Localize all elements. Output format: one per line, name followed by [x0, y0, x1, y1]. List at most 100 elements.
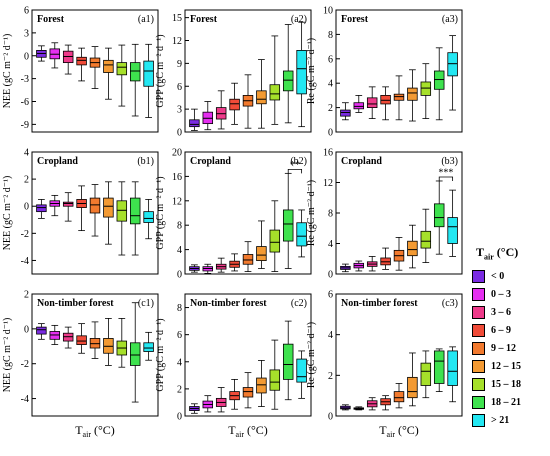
box-7	[420, 350, 432, 399]
box-body	[407, 87, 418, 101]
box-body	[229, 98, 240, 111]
box-5	[89, 184, 101, 237]
box-body	[407, 240, 418, 257]
panel-label: (c2)	[291, 298, 307, 309]
significance-label: **	[290, 160, 300, 171]
y-tick-label: 4	[24, 148, 29, 159]
box-1	[340, 404, 351, 411]
box-body	[353, 102, 365, 110]
box-body	[116, 200, 128, 222]
box-5	[242, 241, 254, 272]
box-8	[129, 302, 141, 403]
box-7	[269, 200, 281, 272]
box-body	[407, 376, 418, 399]
y-tick-label: 4	[328, 239, 333, 250]
panel-label: (a2)	[291, 14, 307, 25]
box-body	[143, 211, 154, 223]
box-body	[433, 350, 445, 384]
box-4	[229, 82, 240, 125]
box-1	[36, 45, 47, 62]
box-8	[129, 181, 141, 256]
box-8	[282, 320, 294, 401]
panel-title: Cropland	[341, 156, 382, 167]
box-9	[447, 35, 458, 111]
box-2	[353, 406, 365, 411]
y-tick-label: 8	[328, 30, 333, 41]
box-4	[229, 378, 240, 410]
box-body	[366, 97, 378, 108]
y-tick-label: 16	[172, 172, 182, 183]
plot-frame	[335, 9, 463, 133]
box-2	[202, 101, 214, 131]
legend-swatch	[472, 413, 485, 427]
legend-swatch	[472, 305, 485, 319]
y-tick-label: 6	[177, 82, 182, 93]
panel-label: (b1)	[137, 156, 154, 167]
box-9	[296, 350, 307, 399]
box-body	[256, 246, 267, 261]
box-body	[447, 52, 458, 77]
box-4	[76, 323, 87, 354]
box-3	[215, 257, 227, 273]
box-1	[189, 403, 200, 414]
box-5	[393, 75, 405, 121]
significance-bracket	[438, 176, 454, 181]
plot-frame	[184, 293, 312, 417]
box-6	[103, 181, 114, 245]
y-tick-label: 2	[328, 103, 333, 114]
box-6	[103, 317, 114, 366]
box-body	[296, 222, 307, 247]
box-body	[420, 81, 432, 96]
panel-c3: 0 2 4 6 Re (gC m⁻² d⁻¹) Non-timber forest (c3)…	[306, 290, 463, 439]
box-body	[189, 119, 200, 128]
panel-title: Forest	[341, 14, 369, 25]
box-body	[282, 209, 294, 242]
legend-swatch	[472, 359, 485, 373]
box-5	[242, 74, 254, 129]
y-tick-label: 0	[328, 270, 333, 281]
legend-item: 18 – 21	[472, 393, 548, 411]
legend-label: 0 – 3	[491, 288, 511, 300]
y-axis-label: NEE (gC m⁻² d⁻¹)	[2, 176, 13, 251]
panel-title: Non-timber forest	[37, 298, 114, 309]
panel-c2: 0 2 4 6 8 GPP (gC m⁻² d⁻¹) Non-timber forest (c…	[155, 293, 312, 439]
panel-b1: -4 -2 0 2 4 NEE (gC m⁻² d⁻¹) Cropland (b1)	[2, 148, 159, 275]
panel-label: (a1)	[138, 14, 154, 25]
panel-a2: 0 3 6 9 12 15 GPP (gC m⁻² d⁻¹) Forest (a2)	[155, 9, 312, 139]
box-9	[143, 331, 154, 361]
box-body	[36, 326, 47, 335]
y-tick-label: 0	[328, 128, 333, 139]
legend-swatch	[472, 341, 485, 355]
significance-label: ***	[438, 167, 453, 178]
box-body	[129, 342, 141, 366]
legend-item: 0 – 3	[472, 285, 548, 303]
y-tick-label: 0	[24, 324, 29, 335]
panel-title: Non-timber forest	[341, 298, 418, 309]
box-8	[433, 348, 445, 393]
box-2	[49, 324, 61, 345]
box-3	[215, 387, 227, 413]
y-axis-label: NEE (gC m⁻² d⁻¹)	[2, 34, 13, 109]
box-2	[353, 260, 365, 272]
box-body	[103, 59, 114, 73]
box-body	[282, 70, 294, 92]
box-body	[420, 230, 432, 249]
box-body	[340, 109, 351, 117]
box-4	[380, 247, 391, 270]
box-8	[129, 43, 141, 117]
y-axis-label: Re (gC m⁻² d⁻¹)	[306, 38, 317, 104]
box-body	[269, 229, 281, 253]
y-tick-label: 4	[177, 357, 182, 368]
box-3	[215, 90, 227, 130]
box-7	[116, 44, 128, 107]
box-9	[296, 21, 307, 128]
legend-label: 6 – 9	[491, 324, 511, 336]
y-tick-label: 2	[328, 371, 333, 382]
y-tick-label: 2	[24, 175, 29, 186]
box-9	[447, 189, 458, 257]
legend-item: 12 – 15	[472, 357, 548, 375]
y-tick-label: 10	[323, 6, 333, 17]
box-body	[129, 62, 141, 82]
y-tick-label: 2	[177, 384, 182, 395]
panel-title: Cropland	[190, 156, 231, 167]
